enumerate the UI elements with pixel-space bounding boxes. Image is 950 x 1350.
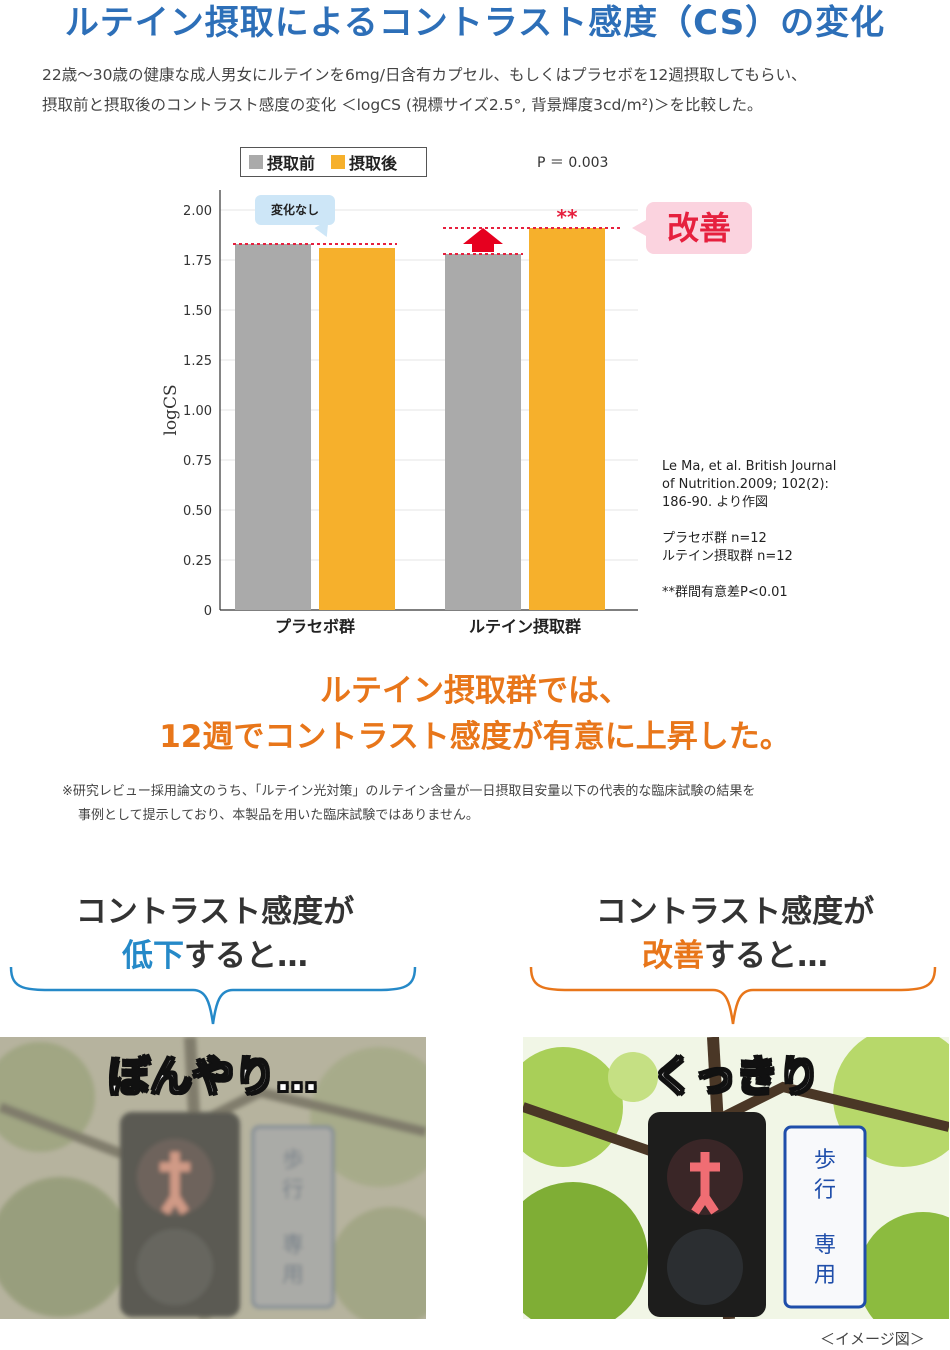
bar-after [529,228,605,610]
svg-text:用: 用 [282,1263,304,1288]
reference-note: Le Ma, et al. British Journal of Nutriti… [662,458,932,602]
citation-line: of Nutrition.2009; 102(2): [662,477,829,492]
svg-text:用: 用 [814,1263,836,1288]
citation-line: Le Ma, et al. British Journal [662,459,837,474]
y-axis-label: logCS [161,384,181,435]
bar-before [235,244,311,610]
sharp-photo: 歩 行 専 用 くっきり [523,1037,949,1319]
y-tick-label: 0.25 [183,554,212,569]
x-tick-label: プラセボ群 [275,617,355,636]
svg-text:専: 専 [282,1233,304,1258]
footnote-line: ※研究レビュー採用論文のうち、「ルテイン光対策」のルテイン含量が一日摂取目安量以… [62,784,756,799]
study-description: 22歳〜30歳の健康な成人男女にルテインを6mg/日含有カプセル、もしくはプラセ… [42,60,922,120]
footnote-line: 事例として提示しており、本製品を用いた臨床試験ではありません。 [78,808,479,823]
y-tick-label: 2.00 [183,204,212,219]
legend-swatch-after [331,155,346,169]
compare-heading-improve: コントラスト感度が 改善すると… [520,890,950,978]
legend-label-before: 摂取前 [267,154,316,173]
blurry-label: ぼんやり… [107,1051,319,1102]
image-note: ＜イメージ図＞ [820,1330,925,1348]
significance-note: **群間有意差P<0.01 [662,585,788,600]
significance-mark: ** [557,205,578,229]
y-tick-label: 1.50 [183,304,212,319]
compare-line: コントラスト感度が [595,894,875,930]
y-tick-label: 1.25 [183,354,212,369]
group-size-line: ルテイン摂取群 n=12 [662,549,793,564]
bar-chart: 0 0.25 0.50 0.75 1.00 1.25 1.50 1.75 2.00 logCS プラ… [161,190,638,636]
conclusion: ルテイン摂取群では、 12週でコントラスト感度が有意に上昇した。 [0,668,950,760]
description-line: 22歳〜30歳の健康な成人男女にルテインを6mg/日含有カプセル、もしくはプラセ… [42,66,807,84]
citation-line: 186-90. より作図 [662,495,769,510]
chart-legend: 摂取前 摂取後 [240,147,427,177]
footnote: ※研究レビュー採用論文のうち、「ルテイン光対策」のルテイン含量が一日摂取目安量以… [62,780,922,828]
p-value: P ＝ 0.003 [537,155,609,171]
svg-text:歩: 歩 [282,1148,304,1173]
legend-item-after: 摂取後 [331,150,397,174]
svg-text:行: 行 [282,1178,304,1203]
legend-swatch-before [249,155,263,169]
increase-arrow [463,228,503,252]
sharp-traffic-light-image: 歩 行 専 用 [523,1037,949,1319]
description-line: 摂取前と摂取後のコントラスト感度の変化 ＜logCS (視標サイズ2.5°, 背… [42,96,763,114]
blurry-traffic-light-image: 歩 行 専 用 [0,1037,426,1319]
no-change-badge: 変化なし [255,195,335,225]
compare-line: コントラスト感度が [75,894,355,930]
compare-rest: すると… [184,938,308,974]
bar-before [445,254,521,610]
svg-text:専: 専 [814,1233,836,1258]
bar-after [319,248,395,610]
legend-label-after: 摂取後 [349,154,398,173]
svg-text:行: 行 [814,1178,836,1203]
improved-badge: 改善 [632,202,752,254]
y-tick-label: 0.50 [183,504,212,519]
svg-text:歩: 歩 [814,1148,836,1173]
compare-keyword-decline: 低下 [122,938,184,974]
compare-keyword-improve: 改善 [642,938,704,974]
y-tick-label: 0 [204,604,212,619]
brace-decline [9,966,417,1025]
y-tick-label: 0.75 [183,454,212,469]
blurry-photo: 歩 行 専 用 ぼんやり… [0,1037,426,1319]
group-size-line: プラセボ群 n=12 [662,531,767,546]
compare-rest: すると… [704,938,828,974]
brace-improve [529,966,937,1025]
y-tick-label: 1.00 [183,404,212,419]
sharp-label: くっきり [651,1051,821,1102]
compare-heading-decline: コントラスト感度が 低下すると… [0,890,430,978]
conclusion-line: 12週でコントラスト感度が有意に上昇した。 [159,719,791,755]
conclusion-line: ルテイン摂取群では、 [320,673,630,709]
x-tick-label: ルテイン摂取群 [469,617,581,636]
legend-item-before: 摂取前 [249,150,315,174]
page-title: ルテイン摂取によるコントラスト感度（CS）の変化 [64,3,886,43]
y-tick-label: 1.75 [183,254,212,269]
